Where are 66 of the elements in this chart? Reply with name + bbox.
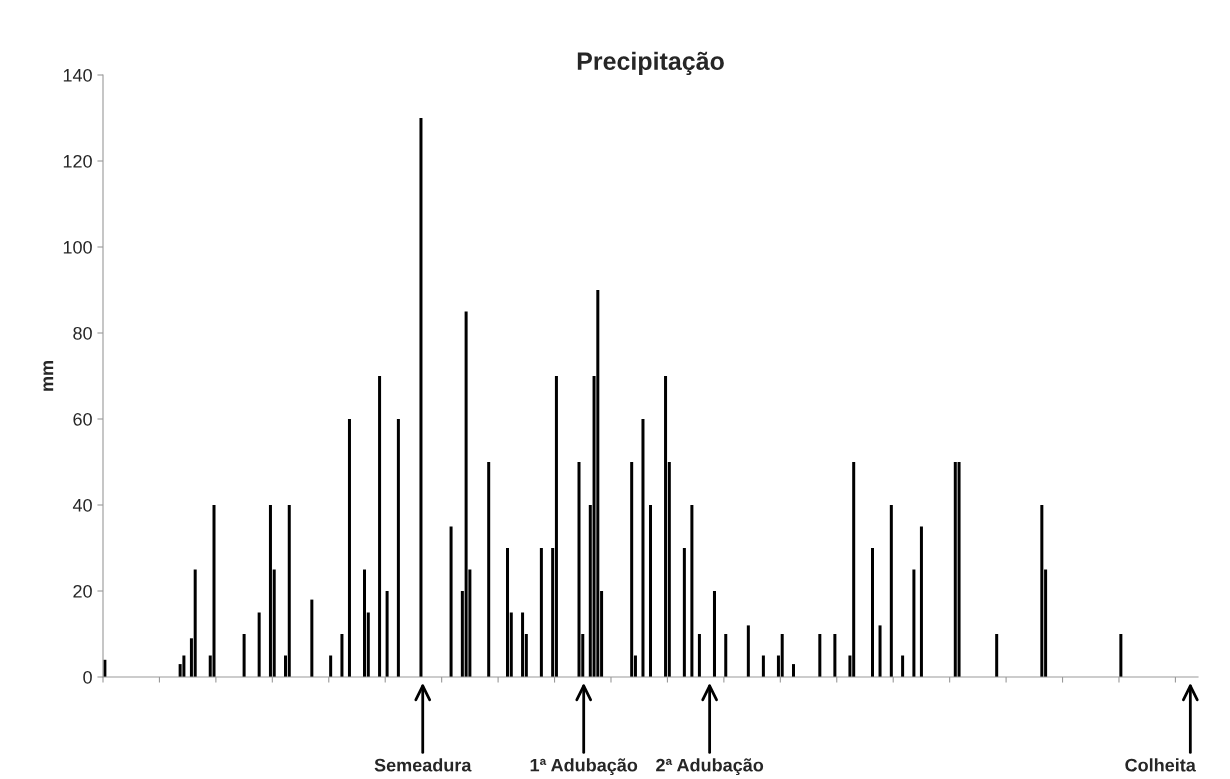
- bar: [912, 569, 916, 677]
- bar: [449, 526, 453, 677]
- bar: [577, 462, 581, 677]
- bar: [995, 634, 999, 677]
- bar: [242, 634, 246, 677]
- bar: [664, 376, 668, 677]
- bar: [268, 505, 272, 677]
- bar: [953, 462, 957, 677]
- bar: [596, 290, 600, 677]
- bar: [641, 419, 645, 677]
- bar: [648, 505, 653, 677]
- bar: [521, 612, 525, 677]
- bar: [257, 612, 261, 677]
- bar: [385, 591, 389, 677]
- bar: [287, 505, 291, 677]
- y-tick-label: 40: [72, 498, 92, 512]
- bar: [464, 311, 468, 677]
- bar: [724, 634, 728, 677]
- y-tick-label: 60: [73, 412, 92, 426]
- bar: [539, 548, 543, 677]
- bar: [871, 548, 875, 677]
- bar: [378, 376, 382, 677]
- y-tick-label: 20: [73, 584, 92, 598]
- bar: [212, 505, 216, 677]
- bar: [889, 505, 893, 677]
- bar: [761, 655, 765, 677]
- bar: [682, 548, 686, 677]
- bar: [182, 655, 186, 677]
- bar: [329, 655, 333, 677]
- chart-title: Precipitação: [577, 51, 724, 75]
- bar: [363, 569, 367, 677]
- bar: [347, 419, 351, 677]
- y-tick-label: 80: [73, 326, 92, 340]
- bar: [712, 591, 716, 677]
- text: 1ª Adubação: [530, 758, 638, 776]
- bar: [852, 462, 856, 677]
- bar: [690, 505, 694, 677]
- bar: [310, 599, 314, 677]
- bar: [746, 625, 750, 677]
- bar: [901, 655, 905, 677]
- bar: [487, 462, 491, 677]
- text: 2ª Adubação: [656, 758, 764, 776]
- bar: [419, 118, 423, 677]
- bar: [878, 625, 882, 677]
- bar: [780, 634, 784, 677]
- bar: [630, 462, 634, 677]
- y-tick-label: 100: [63, 240, 92, 254]
- bar: [818, 634, 822, 677]
- bar: [919, 526, 923, 677]
- bar: [396, 419, 400, 677]
- bar: [791, 664, 795, 677]
- y-tick-label: 140: [63, 68, 92, 82]
- bar: [340, 634, 344, 677]
- bar: [554, 376, 558, 677]
- bar: [506, 548, 510, 677]
- bar: [833, 634, 837, 677]
- bar: [1040, 505, 1044, 677]
- bar: [957, 462, 961, 677]
- y-axis-title: mm: [43, 361, 54, 391]
- y-tick-label: 0: [83, 670, 92, 684]
- text: Colheita: [1125, 758, 1196, 772]
- y-tick-label: 120: [63, 154, 92, 168]
- text: Semeadura: [374, 758, 472, 772]
- bar: [697, 634, 701, 677]
- bar: [1119, 634, 1123, 677]
- bar: [193, 569, 197, 677]
